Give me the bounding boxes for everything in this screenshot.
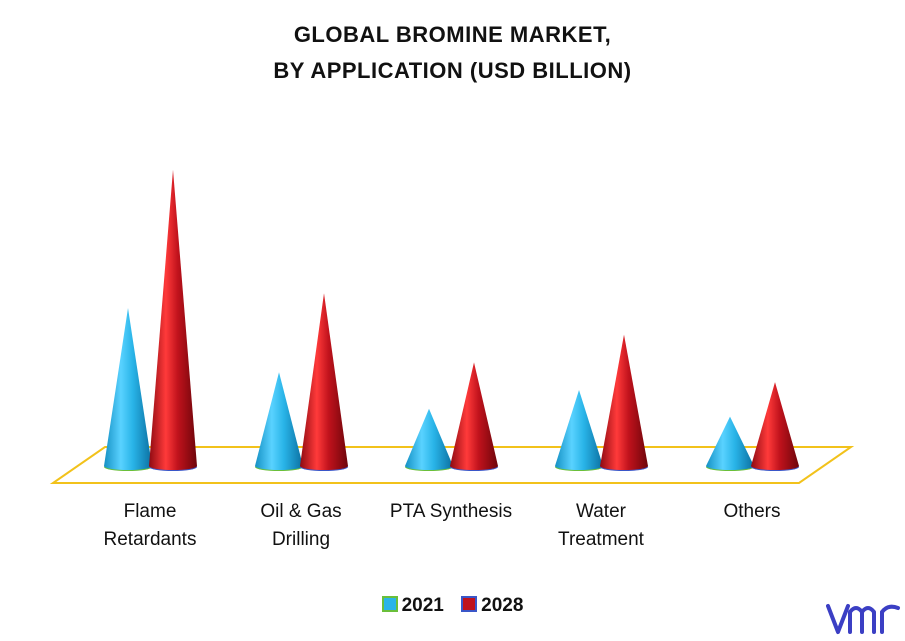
category-label-line: Flame: [123, 501, 177, 522]
cone-2028-4: [751, 382, 799, 471]
legend: 2021 2028: [0, 595, 905, 617]
cone-2028-2: [450, 362, 498, 471]
category-label-line: Retardants: [103, 529, 197, 550]
vmr-logo: [826, 604, 900, 634]
legend-swatch-2028: [461, 596, 478, 612]
category-label-4: Others: [677, 498, 827, 526]
cone-2021-0: [104, 308, 152, 471]
category-label-line: Oil & Gas: [260, 501, 342, 522]
category-label-line: Treatment: [558, 529, 644, 550]
chart-title-line-1: GLOBAL BROMINE MARKET,: [293, 22, 612, 47]
category-label-line: Water: [576, 501, 626, 522]
legend-label-2021: 2021: [401, 595, 444, 616]
chart-title-line-2: BY APPLICATION (USD BILLION): [273, 58, 632, 83]
category-label-3: Water Treatment: [526, 498, 676, 554]
category-label-line: PTA Synthesis: [389, 501, 513, 522]
category-label-1: Oil & Gas Drilling: [226, 498, 376, 554]
legend-label-2028: 2028: [481, 595, 524, 616]
category-label-line: Drilling: [271, 529, 331, 550]
category-label-line: Others: [723, 501, 781, 522]
cone-2028-0: [149, 169, 197, 471]
legend-item-2028: 2028: [461, 595, 523, 617]
legend-swatch-2021: [381, 596, 398, 612]
cone-2021-1: [255, 372, 303, 471]
legend-item-2021: 2021: [381, 595, 444, 617]
cone-2021-3: [555, 389, 603, 471]
cone-2028-3: [600, 334, 648, 471]
cone-2021-4: [706, 416, 754, 471]
cone-2021-2: [405, 408, 453, 471]
category-label-0: Flame Retardants: [75, 498, 225, 554]
category-label-2: PTA Synthesis: [376, 498, 526, 526]
cone-2028-1: [300, 293, 348, 471]
